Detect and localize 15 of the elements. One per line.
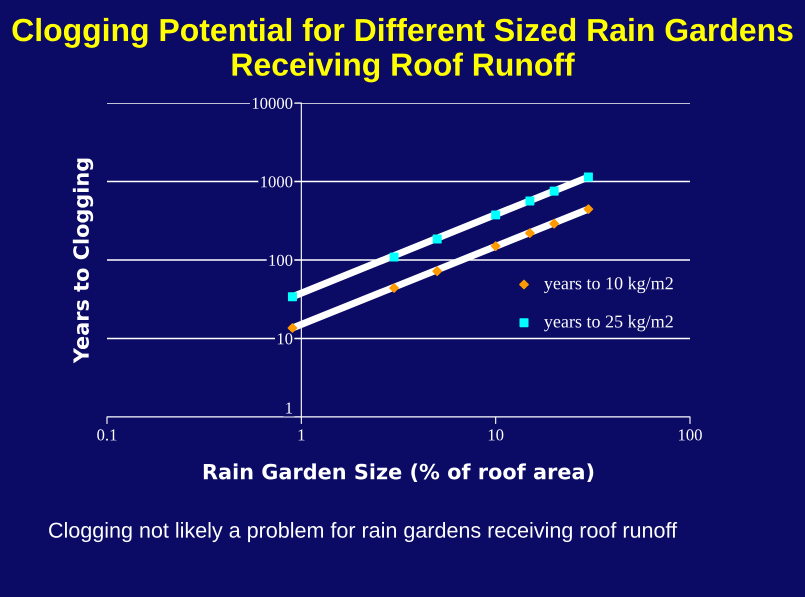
chart-title: Clogging Potential for Different Sized Rain Gardens Receiving Roof Runoff <box>12 18 793 82</box>
y-tick-label: 1000 <box>261 176 292 188</box>
y-tick-label: 10 <box>278 333 292 344</box>
x-tick-label: 1 <box>298 429 304 440</box>
y-tick-label: 100 <box>269 254 292 266</box>
x-tick-label: 0.1 <box>97 429 116 441</box>
x-tick-label: 10 <box>488 429 504 441</box>
y-tick-label: 10000 <box>252 98 292 109</box>
legend-label: years to 25 kg/m2 <box>544 314 673 332</box>
legend-label: years to 10 kg/m2 <box>544 276 673 294</box>
y-axis-title: Years to Clogging <box>72 158 94 364</box>
x-axis-title: Rain Garden Size (% of roof area) <box>204 463 594 482</box>
x-tick-label: 100 <box>678 429 702 441</box>
y-tick-label: 1 <box>286 402 292 414</box>
text: Clogging not likely a problem for rain gardens receiving roof runoff <box>49 522 678 542</box>
